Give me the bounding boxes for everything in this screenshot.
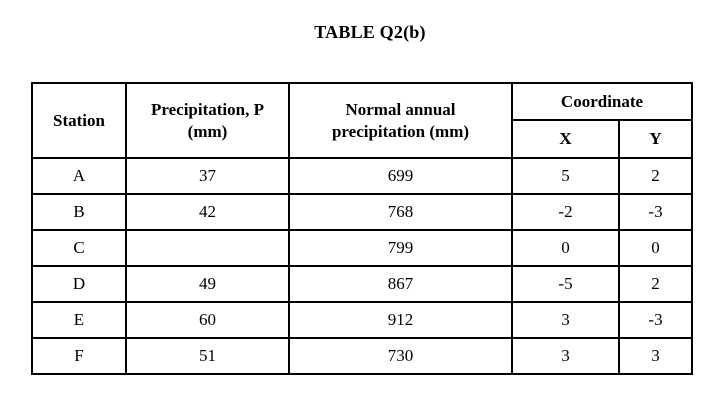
cell-y: 2: [617, 157, 694, 195]
table-row: B 42 768 -2 -3: [31, 193, 694, 231]
col-header-x: X: [511, 119, 620, 159]
cell-normal-precipitation: 912: [288, 301, 513, 339]
cell-normal-precipitation: 768: [288, 193, 513, 231]
cell-x: -5: [511, 265, 620, 303]
col-header-y: Y: [617, 119, 694, 159]
cell-station: A: [31, 157, 127, 195]
col-header-precipitation: Precipitation, P (mm): [125, 82, 290, 159]
cell-y: 0: [617, 229, 694, 267]
cell-station: E: [31, 301, 127, 339]
cell-normal-precipitation: 867: [288, 265, 513, 303]
cell-station: C: [31, 229, 127, 267]
cell-station: B: [31, 193, 127, 231]
cell-precipitation: 60: [125, 301, 290, 339]
table-row: D 49 867 -5 2: [31, 265, 694, 303]
precipitation-table: Station Precipitation, P (mm) Normal ann…: [31, 82, 694, 375]
cell-normal-precipitation: 799: [288, 229, 513, 267]
cell-station: F: [31, 337, 127, 375]
cell-precipitation: 42: [125, 193, 290, 231]
table-row: F 51 730 3 3: [31, 337, 694, 375]
cell-normal-precipitation: 730: [288, 337, 513, 375]
col-header-coordinate: Coordinate: [510, 82, 694, 121]
cell-x: 0: [511, 229, 620, 267]
table-row: C 799 0 0: [31, 229, 694, 267]
cell-y: 2: [617, 265, 694, 303]
cell-precipitation: [125, 229, 290, 267]
cell-y: 3: [617, 337, 694, 375]
cell-station: D: [31, 265, 127, 303]
cell-y: -3: [617, 193, 694, 231]
table-title: TABLE Q2(b): [314, 22, 426, 42]
cell-x: 3: [511, 301, 620, 339]
cell-precipitation: 51: [125, 337, 290, 375]
col-header-normal-precipitation: Normal annual precipitation (mm): [288, 82, 513, 159]
table-row: A 37 699 5 2: [31, 157, 694, 195]
cell-precipitation: 37: [125, 157, 290, 195]
cell-x: 3: [511, 337, 620, 375]
header-row-main: Station Precipitation, P (mm) Normal ann…: [31, 82, 694, 159]
col-header-station: Station: [31, 82, 127, 159]
table-row: E 60 912 3 -3: [31, 301, 694, 339]
cell-precipitation: 49: [125, 265, 290, 303]
cell-normal-precipitation: 699: [288, 157, 513, 195]
cell-x: -2: [511, 193, 620, 231]
header-row-sub: X Y: [32, 119, 694, 159]
cell-x: 5: [511, 157, 620, 195]
cell-y: -3: [617, 301, 694, 339]
